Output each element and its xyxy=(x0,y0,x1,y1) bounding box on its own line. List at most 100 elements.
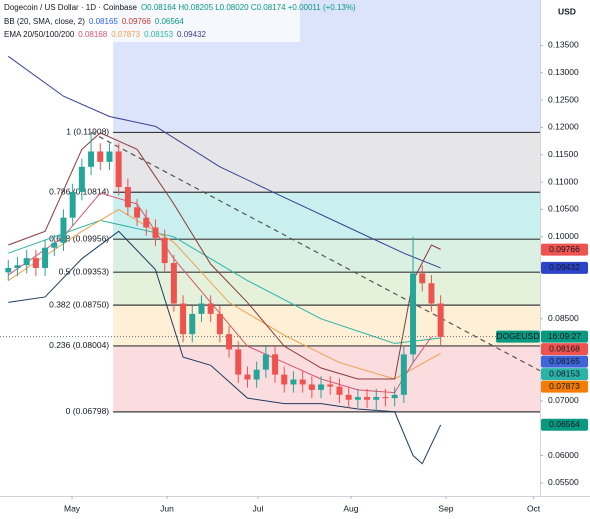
fib-zone xyxy=(113,132,541,193)
x-tick-label: Sep xyxy=(438,503,453,513)
fib-zone xyxy=(113,239,541,273)
candle-body xyxy=(400,354,407,395)
y-tick-label: 0.11000 xyxy=(548,176,578,186)
candle-body xyxy=(189,313,196,335)
candle-body xyxy=(308,384,315,390)
fib-label: 0.382 (0.08750) xyxy=(49,299,109,309)
price-tag-label: 16:09:27 xyxy=(548,331,581,341)
fib-label: 0 (0.06798) xyxy=(66,406,110,416)
candle-body xyxy=(170,263,177,304)
price-tag xyxy=(541,355,588,368)
fib-zone xyxy=(113,272,541,306)
fib-zone xyxy=(113,345,541,412)
indicator-line xyxy=(8,132,441,380)
fib-label: 1 (0.11908) xyxy=(66,127,109,137)
price-axis: 0.13500 0.13000 0.12500 0.12000 0.11500 0.110… xyxy=(540,40,579,487)
y-tick-label: 0.11500 xyxy=(548,149,578,159)
header: Dogecoin / US Dollar · 1D · Coinbase O0.0… xyxy=(0,0,356,42)
plot-area: 1 (0.11908)0.786 (0.10814)0.618 (0.09956… xyxy=(0,0,541,465)
trend-line xyxy=(90,131,541,372)
candle-body xyxy=(235,349,242,375)
candle-body xyxy=(226,334,233,350)
candle-body xyxy=(428,283,435,304)
y-tick-label: 0.07000 xyxy=(548,395,579,405)
candle-body xyxy=(32,258,39,268)
candle-body xyxy=(354,397,361,400)
x-tick-label: Jun xyxy=(160,503,174,513)
currency: USD xyxy=(558,6,576,16)
price-tag xyxy=(541,368,588,381)
y-tick-label: 0.12000 xyxy=(548,122,579,132)
price-tag-label: 0.07873 xyxy=(549,381,580,391)
price-tag-label: 0.08153 xyxy=(549,368,580,378)
price-tag-label: 0.09766 xyxy=(549,244,580,254)
y-tick-label: 0.13500 xyxy=(548,40,579,50)
ema-value: 0.08153 xyxy=(144,30,173,39)
candle-body xyxy=(78,166,85,192)
bb-line: BB (20, SMA, close, 2) 0.08165 0.09766 0.06… xyxy=(4,17,184,26)
price-tag-label: 0.08165 xyxy=(549,356,580,366)
candle-body xyxy=(253,369,260,380)
price-tag xyxy=(541,343,588,356)
indicator-line xyxy=(7,55,441,269)
candle-body xyxy=(14,265,21,268)
y-tick-label: 0.12500 xyxy=(548,94,579,104)
ema-label: EMA 20/50/100/200 xyxy=(4,30,75,39)
symbol-tag xyxy=(496,330,540,343)
bb-value: 0.09766 xyxy=(122,17,151,26)
candle-body xyxy=(244,374,251,380)
price-tag-label: 0.09432 xyxy=(549,262,580,272)
header-backdrop xyxy=(0,0,300,42)
ema-value: 0.09432 xyxy=(177,30,206,39)
candle-body xyxy=(290,379,297,385)
ema-value: 0.08168 xyxy=(78,30,107,39)
candle-body xyxy=(106,151,113,162)
bb-label: BB (20, SMA, close, 2) xyxy=(4,17,85,26)
candle-body xyxy=(216,313,223,335)
y-tick-label: 0.10000 xyxy=(548,231,579,241)
bb-value: 0.06564 xyxy=(155,17,184,26)
price-tag xyxy=(541,418,588,431)
ema-line: EMA 20/50/100/200 0.08168 0.07873 0.08153 0.… xyxy=(4,30,207,39)
candle-body xyxy=(42,247,49,268)
candle-body xyxy=(124,187,131,208)
symbol-tag-label: DOGEUSD xyxy=(497,331,540,341)
candle-body xyxy=(373,397,380,400)
bb-value: 0.08165 xyxy=(89,17,118,26)
candle-body xyxy=(97,151,104,162)
ohlc: O0.08164 H0.08205 L0.08020 C0.08174 +0.0… xyxy=(141,3,356,12)
candle-body xyxy=(5,267,12,273)
ema-value: 0.07873 xyxy=(111,30,140,39)
candle-body xyxy=(88,151,95,167)
y-tick-label: 0.05500 xyxy=(548,477,579,487)
candle-body xyxy=(336,386,343,395)
x-tick-label: Jul xyxy=(253,503,264,513)
candle-body xyxy=(23,258,30,266)
candle-body xyxy=(134,207,141,218)
y-tick-label: 0.10500 xyxy=(548,204,579,214)
candle-body xyxy=(152,227,159,238)
fib-zone xyxy=(113,192,541,240)
candle-body xyxy=(161,237,168,264)
candle-body xyxy=(198,303,205,314)
candle-body xyxy=(345,394,352,400)
x-tick-label: May xyxy=(64,503,81,513)
candle-body xyxy=(382,397,389,399)
candle-body xyxy=(272,354,279,375)
y-tick-label: 0.13000 xyxy=(548,67,579,77)
candle-body xyxy=(207,303,214,314)
candle-body xyxy=(410,273,417,355)
price-tag xyxy=(541,380,588,393)
candle-body xyxy=(180,303,187,335)
candle-body xyxy=(69,191,76,218)
candle-body xyxy=(299,379,306,385)
fib-label: 0.618 (0.09956) xyxy=(49,233,109,243)
x-tick-label: Oct xyxy=(527,503,541,513)
symbol-title: Dogecoin / US Dollar · 1D · Coinbase xyxy=(4,3,137,12)
fib-label: 0.236 (0.08004) xyxy=(49,340,109,350)
candle-body xyxy=(419,273,426,284)
price-tag-label: 0.08168 xyxy=(549,343,580,353)
candle-body xyxy=(281,374,288,385)
price-tag xyxy=(541,330,588,343)
